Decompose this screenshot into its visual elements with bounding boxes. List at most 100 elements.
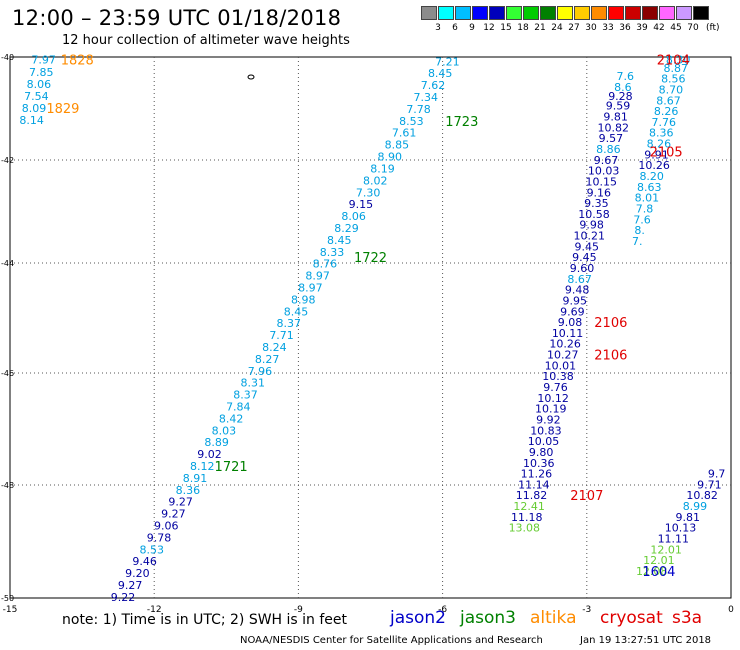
wave-height-value: 10.83: [530, 424, 562, 437]
wave-height-value: 10.01: [545, 359, 577, 372]
wave-height-value: 7.6: [617, 70, 635, 83]
wave-height-value: 9.02: [197, 448, 222, 461]
wave-height-value: 8.45: [428, 67, 453, 80]
y-tick-label: -50: [1, 594, 14, 603]
wave-height-value: 7.97: [31, 54, 56, 67]
wave-height-value: 9.59: [606, 100, 631, 113]
wave-height-value: 8.02: [363, 174, 388, 187]
wave-height-value: 10.58: [578, 208, 610, 221]
wave-height-value: 10.11: [552, 327, 584, 340]
wave-height-value: 10.26: [638, 159, 670, 172]
wave-height-value: 8.76: [313, 258, 338, 271]
wave-height-value: 9.71: [697, 478, 722, 491]
wave-height-value: 7.96: [248, 365, 273, 378]
colorbar-label: 6: [452, 23, 458, 33]
wave-height-value: 11.14: [518, 478, 550, 491]
y-tick-label: -40: [1, 53, 14, 62]
wave-height-value: 7.21: [435, 55, 460, 68]
wave-height-value: 7.34: [414, 91, 439, 104]
colorbar-label: 70: [687, 23, 699, 33]
wave-height-value: 9.28: [608, 90, 633, 103]
wave-height-value: 10.26: [549, 338, 581, 351]
wave-height-value: 8.63: [637, 181, 662, 194]
wave-height-value: 7.84: [226, 400, 251, 413]
wave-height-value: 8.37: [233, 389, 258, 402]
pass-time-label: 2106: [594, 349, 627, 364]
colorbar-label: 36: [619, 23, 631, 33]
wave-height-value: 8.85: [385, 139, 410, 152]
wave-height-value: 10.82: [686, 489, 718, 502]
colorbar-label: 27: [568, 23, 580, 33]
wave-height-value: 8.70: [659, 83, 684, 96]
wave-height-value: 9.95: [563, 294, 588, 307]
wave-height-value: 8.90: [377, 151, 402, 164]
colorbar-label: 9: [469, 23, 475, 33]
wave-height-value: 8.87: [663, 62, 688, 75]
wave-height-value: 8.09: [22, 102, 47, 115]
wave-height-value: 8.01: [635, 192, 660, 205]
wave-height-value: 9.35: [584, 197, 609, 210]
wave-height-value: 9.98: [579, 219, 604, 232]
wave-height-value: 7.30: [356, 186, 381, 199]
pass-time-label: 1604: [642, 565, 675, 580]
colorbar-swatch: [574, 6, 590, 20]
credit-text: NOAA/NESDIS Center for Satellite Applica…: [240, 635, 543, 646]
x-tick-label: 0: [728, 605, 734, 615]
wave-height-value: 7.78: [406, 103, 431, 116]
wave-height-value: 8.26: [647, 138, 672, 151]
colorbar-label: 33: [602, 23, 614, 33]
x-tick-label: -12: [147, 605, 162, 615]
legend-altika: altika: [530, 608, 577, 628]
wave-height-value: 10.27: [547, 349, 579, 362]
wave-height-value: 8.42: [219, 412, 244, 425]
wave-height-value: 8.45: [327, 234, 352, 247]
wave-height-value: 9.57: [599, 132, 624, 145]
wave-height-value: 10.82: [597, 121, 629, 134]
wave-height-value: 10.13: [665, 522, 697, 535]
wave-height-value: 8.06: [27, 78, 52, 91]
wave-height-value: 8.24: [262, 341, 287, 354]
legend-cryosat: cryosat: [600, 608, 663, 628]
wave-height-value: 8.37: [277, 317, 302, 330]
pass-time-label: 1723: [445, 115, 478, 130]
wave-height-value: 9.76: [543, 381, 568, 394]
colorbar-swatch: [591, 6, 607, 20]
wave-height-value: 9.27: [168, 496, 193, 509]
wave-height-value: 12.01: [650, 543, 682, 556]
wave-height-value: 10.05: [528, 435, 560, 448]
wave-height-value: 13.08: [509, 522, 541, 535]
wave-height-value: 8.12: [190, 460, 215, 473]
pass-time-label: 2105: [650, 146, 683, 161]
map-subtitle: 12 hour collection of altimeter wave hei…: [62, 33, 350, 48]
wave-height-value: 8.53: [140, 543, 165, 556]
colorbar-swatch: [540, 6, 556, 20]
wave-height-value: 11.82: [516, 489, 548, 502]
pass-time-label: 2106: [594, 316, 627, 331]
wave-height-value: 7.71: [269, 329, 294, 342]
legend-s3a: s3a: [672, 608, 703, 628]
wave-height-value: 7.76: [651, 116, 676, 129]
wave-height-value: 8.53: [399, 115, 424, 128]
x-tick-label: -6: [438, 605, 447, 615]
wave-height-value: 8.97: [305, 270, 330, 283]
pass-time-label: 1829: [46, 102, 79, 117]
wave-height-value: 11.11: [658, 532, 690, 545]
pass-time-label: 2104: [657, 54, 690, 69]
wave-height-value: 7.62: [421, 79, 446, 92]
wave-height-value: 8.89: [204, 436, 229, 449]
wave-height-value: 8.67: [656, 94, 681, 107]
colorbar-swatch: [676, 6, 692, 20]
wave-height-value: 10.21: [573, 230, 605, 243]
x-tick-label: -15: [3, 605, 18, 615]
map-frame: [9, 56, 732, 599]
colorbar-swatch: [455, 6, 471, 20]
wave-height-value: 9.27: [161, 508, 186, 521]
colorbar-label: 12: [483, 23, 495, 33]
colorbar-swatch: [625, 6, 641, 20]
wave-height-value: 8.26: [654, 105, 679, 118]
colorbar-label: 24: [551, 23, 563, 33]
wave-height-value: 11.18: [511, 511, 543, 524]
legend-jason2: jason2: [390, 608, 446, 628]
wave-height-value: 9.22: [111, 591, 136, 604]
